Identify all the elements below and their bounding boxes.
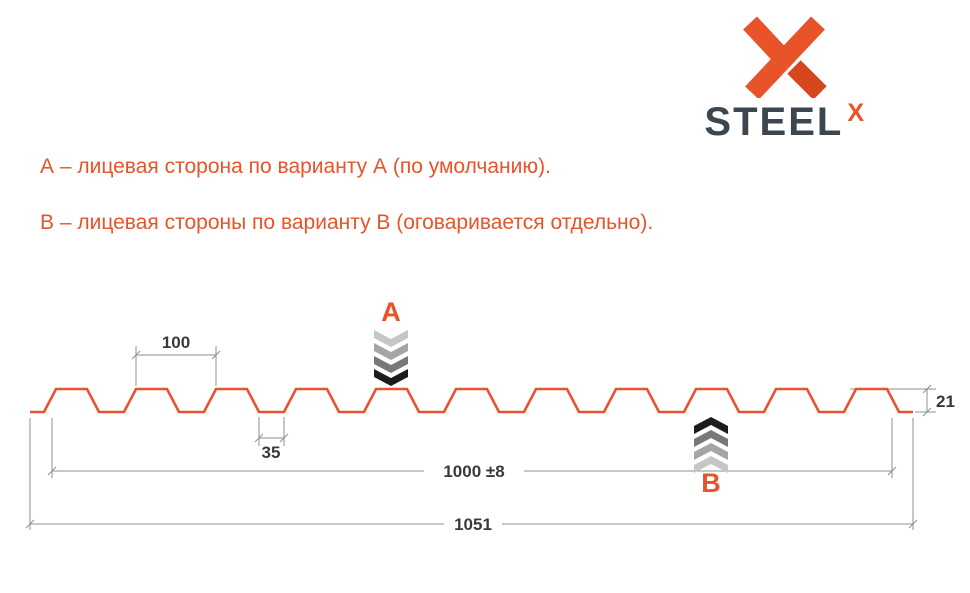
side-a-arrows xyxy=(374,330,408,386)
tick xyxy=(131,350,141,360)
tick xyxy=(25,519,35,529)
dim-working-width-label: 1000 ±8 xyxy=(443,462,504,481)
chevron-icon xyxy=(374,356,408,373)
tick xyxy=(922,407,932,417)
logo: STEEL X xyxy=(704,12,864,142)
dim-pitch-label: 100 xyxy=(162,333,190,352)
dim-valley-label: 35 xyxy=(262,443,281,462)
logo-x-letter: X xyxy=(847,99,864,127)
logo-wordmark-text: STEEL xyxy=(704,100,844,144)
chevron-icon xyxy=(694,443,728,460)
steelx-logo-mark-icon xyxy=(743,16,827,98)
side-b-arrows xyxy=(694,417,728,473)
chevron-icon xyxy=(694,430,728,447)
profile-path xyxy=(30,387,913,414)
side-b-label: В xyxy=(701,468,721,498)
logo-wordmark: STEEL X xyxy=(704,99,864,144)
tick xyxy=(887,466,897,476)
chevron-icon xyxy=(694,456,728,473)
tick xyxy=(211,350,221,360)
tick xyxy=(908,519,918,529)
tick xyxy=(279,433,289,443)
chevron-icon xyxy=(374,343,408,360)
tick xyxy=(254,433,264,443)
dim-overall-width-label: 1051 xyxy=(454,515,492,534)
chevron-icon xyxy=(374,330,408,347)
note-side-b: В – лицевая стороны по варианту В (огова… xyxy=(40,211,654,234)
tick xyxy=(922,384,932,394)
side-a-label: А xyxy=(381,297,401,327)
chevron-icon xyxy=(694,417,728,434)
note-side-a: А – лицевая сторона по варианту А (по ум… xyxy=(40,155,551,178)
dim-height-label: 21 xyxy=(936,392,955,411)
tick xyxy=(47,466,57,476)
chevron-icon xyxy=(374,369,408,386)
dimension-lines xyxy=(25,346,936,530)
